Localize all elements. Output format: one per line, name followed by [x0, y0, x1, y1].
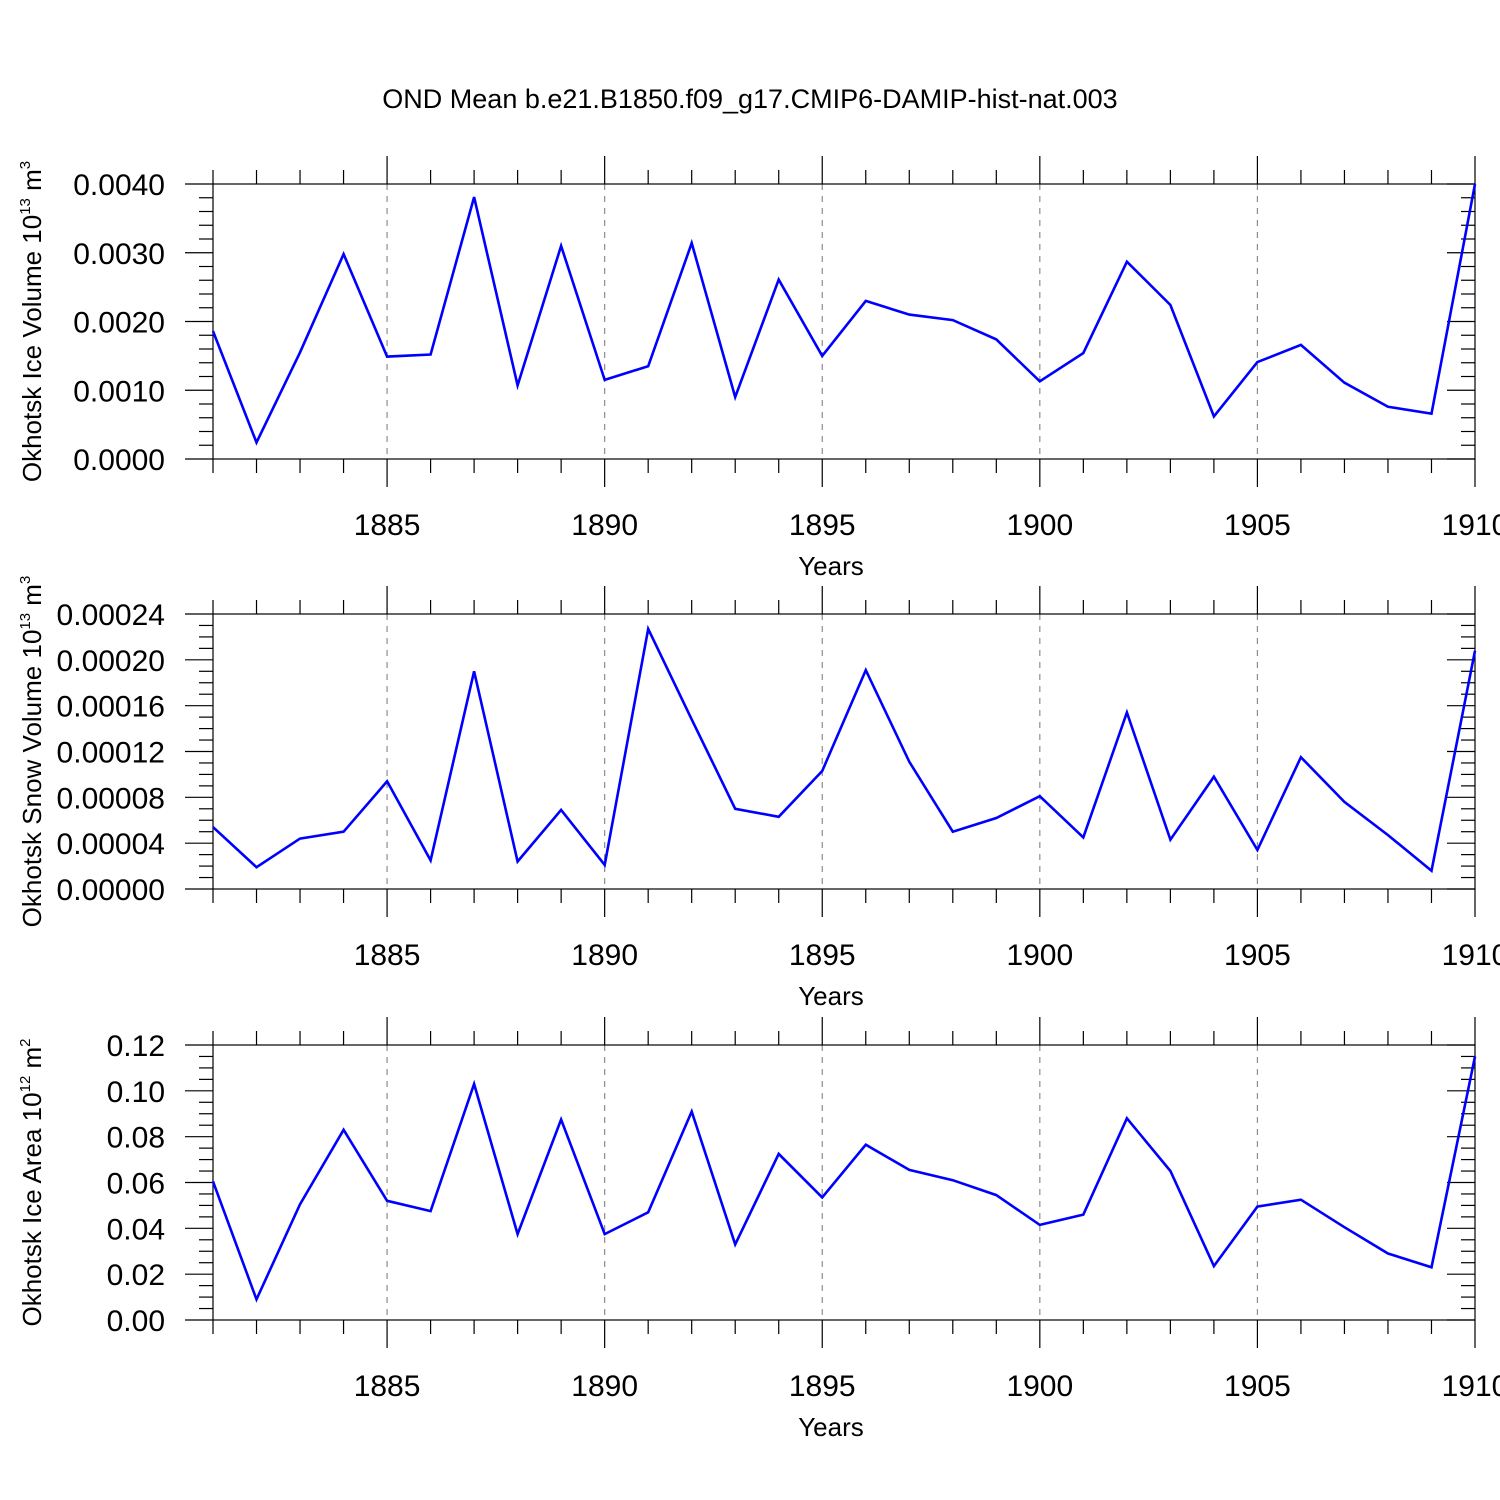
- y-axis-label: Okhotsk Ice Volume 1013 m3: [17, 161, 47, 482]
- series-line: [211, 1056, 1477, 1303]
- y-tick-label: 0.00024: [57, 599, 165, 632]
- y-tick-label: 0.0040: [73, 169, 165, 202]
- y-tick-label: 0.00016: [57, 691, 165, 724]
- x-tick-label: 1890: [571, 939, 638, 972]
- series-line: [211, 183, 1477, 446]
- series-line: [212, 624, 1477, 874]
- y-axis-label-unit: m: [17, 169, 47, 198]
- x-tick-label: 1885: [354, 939, 421, 972]
- x-axis-label: Years: [798, 551, 864, 581]
- y-axis-label-unit-exponent: 3: [17, 576, 34, 584]
- y-axis-label-unit: m: [17, 584, 47, 613]
- x-tick-label: 1905: [1224, 1370, 1291, 1403]
- x-tick-label: 1900: [1006, 1370, 1073, 1403]
- x-tick-label: 1890: [571, 1370, 638, 1403]
- chart-title: OND Mean b.e21.B1850.f09_g17.CMIP6-DAMIP…: [382, 84, 1117, 114]
- panel-2: 0.00000 0.00004 0.00008 0.00012 0.00016 0.000…: [17, 576, 1500, 1011]
- y-axis-label-unit: m: [17, 1047, 47, 1076]
- plot-frame: [212, 613, 1476, 890]
- y-tick-label: 0.00012: [57, 737, 165, 770]
- x-tick-label: 1895: [789, 939, 856, 972]
- y-axis-label-unit-exponent: 2: [17, 1038, 34, 1046]
- y-axis-label-exponent: 13: [17, 613, 34, 630]
- y-tick-label: 0.08: [107, 1122, 165, 1155]
- y-tick-label: 0.00020: [57, 645, 165, 678]
- y-tick-label: 0.00008: [57, 782, 165, 815]
- y-axis-label-base: Okhotsk Snow Volume 10: [17, 630, 47, 928]
- y-axis-label-base: Okhotsk Ice Volume 10: [17, 215, 47, 482]
- x-tick-label: 1910: [1442, 1370, 1500, 1403]
- x-tick-label: 1905: [1224, 939, 1291, 972]
- y-axis-label-base: Okhotsk Ice Area 10: [17, 1092, 47, 1326]
- y-tick-label: 0.02: [107, 1259, 165, 1292]
- x-axis-label: Years: [798, 1412, 864, 1442]
- y-tick-label: 0.0020: [73, 307, 165, 340]
- y-tick-label: 0.06: [107, 1168, 165, 1201]
- y-tick-label: 0.0010: [73, 375, 165, 408]
- x-tick-label: 1890: [571, 509, 638, 542]
- x-tick-label: 1910: [1442, 509, 1500, 542]
- x-tick-label: 1900: [1006, 939, 1073, 972]
- y-axis-label-unit-exponent: 3: [17, 161, 34, 169]
- plot-frame: [212, 183, 1476, 460]
- y-tick-label: 0.00: [107, 1305, 165, 1338]
- y-axis-label: Okhotsk Ice Area 1012 m2: [17, 1038, 47, 1326]
- x-tick-label: 1910: [1442, 939, 1500, 972]
- y-axis-label-exponent: 12: [17, 1076, 34, 1093]
- panel-1: 0.0000 0.0010 0.0020 0.0030 0.0040 1885 1890 18…: [17, 156, 1500, 581]
- y-tick-label: 0.0000: [73, 444, 165, 477]
- panel-3: 0.00 0.02 0.04 0.06 0.08 0.10 0.12 1885 1890 1895…: [17, 1017, 1500, 1442]
- y-axis-label-exponent: 13: [17, 198, 34, 215]
- y-tick-label: 0.00004: [57, 828, 165, 861]
- y-tick-label: 0.12: [107, 1030, 165, 1063]
- y-tick-label: 0.04: [107, 1213, 165, 1246]
- y-axis-label: Okhotsk Snow Volume 1013 m3: [17, 576, 47, 928]
- x-axis-label: Years: [798, 981, 864, 1011]
- x-tick-label: 1900: [1006, 509, 1073, 542]
- x-tick-label: 1885: [354, 1370, 421, 1403]
- plot-frame: [212, 1044, 1476, 1321]
- x-tick-label: 1905: [1224, 509, 1291, 542]
- x-tick-label: 1895: [789, 509, 856, 542]
- x-tick-label: 1895: [789, 1370, 856, 1403]
- panels: 0.0000 0.0010 0.0020 0.0030 0.0040 1885 1890 18…: [17, 156, 1500, 1442]
- x-tick-label: 1885: [354, 509, 421, 542]
- y-tick-label: 0.10: [107, 1076, 165, 1109]
- y-tick-label: 0.00000: [57, 874, 165, 907]
- y-tick-label: 0.0030: [73, 238, 165, 271]
